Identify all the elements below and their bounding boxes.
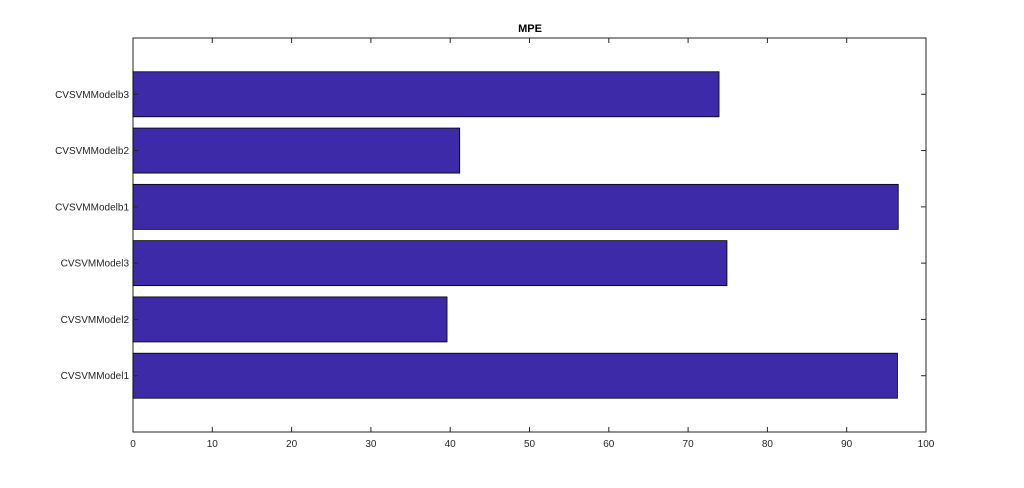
category-label: CVSVMModelb3 — [55, 90, 129, 101]
bar-CVSVMModel3 — [132, 240, 728, 287]
category-labels: CVSVMModel1 CVSVMModel2 CVSVMModel3 CVSVMMo… — [55, 90, 129, 382]
category-label: CVSVMModelb2 — [55, 146, 129, 157]
chart-title: MPE — [518, 23, 542, 35]
y-ticks — [133, 93, 926, 377]
x-tick-label: 0 — [130, 439, 136, 450]
bars-group — [132, 71, 899, 399]
x-tick-label: 100 — [918, 439, 935, 450]
x-tick-label: 50 — [524, 439, 536, 450]
x-tick-label: 80 — [762, 439, 774, 450]
bar-CVSVMModel1 — [132, 352, 898, 399]
bar-CVSVMModelb3 — [132, 71, 720, 118]
x-tick-label: 90 — [841, 439, 853, 450]
x-ticks — [132, 38, 927, 432]
x-tick-label: 60 — [603, 439, 615, 450]
bar-CVSVMModel2 — [132, 296, 448, 343]
x-tick-label: 20 — [286, 439, 298, 450]
x-tick-labels: 0 10 20 30 40 50 60 70 80 90 100 — [130, 439, 935, 450]
bar-CVSVMModelb2 — [132, 127, 461, 174]
category-label: CVSVMModel3 — [61, 259, 130, 270]
category-label: CVSVMModel2 — [61, 315, 130, 326]
category-label: CVSVMModelb1 — [55, 202, 129, 213]
bar-CVSVMModelb1 — [132, 183, 899, 230]
x-tick-label: 40 — [445, 439, 457, 450]
x-tick-label: 30 — [365, 439, 377, 450]
category-label: CVSVMModel1 — [61, 371, 130, 382]
x-tick-label: 70 — [683, 439, 695, 450]
x-tick-label: 10 — [207, 439, 219, 450]
